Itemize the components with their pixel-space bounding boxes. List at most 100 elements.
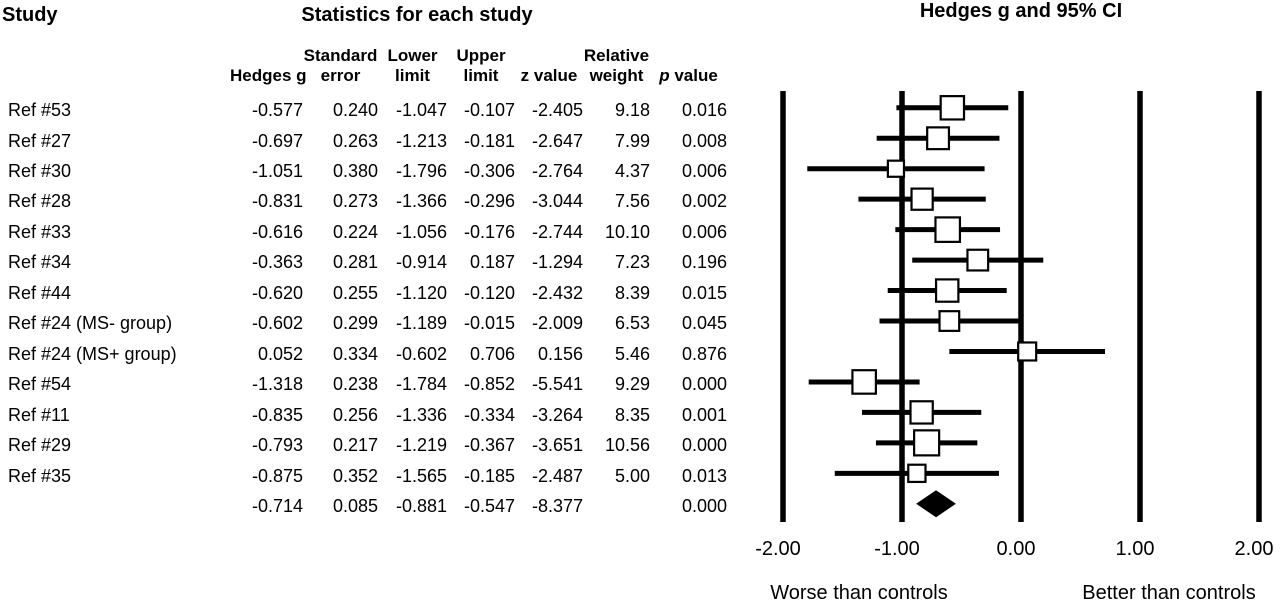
cell-upper-limit: -0.367 <box>463 435 515 456</box>
table-row: Ref #24 (MS+ group) 0.052 0.334 -0.602 0.706… <box>0 339 727 369</box>
cell-study-label: Ref #30 <box>8 161 72 182</box>
cell-lower-limit: -1.120 <box>395 282 447 303</box>
cell-hedges-g: -0.363 <box>251 252 303 273</box>
cell-p-value: 0.015 <box>681 282 727 303</box>
table-row: -0.714 0.085 -0.881 -0.547 -8.377 0.000 <box>0 491 727 521</box>
cell-study-label: Ref #24 (MS- group) <box>8 313 173 334</box>
cell-upper-limit: -0.107 <box>463 100 515 121</box>
cell-z-value: 0.156 <box>537 343 583 364</box>
column-header-p_value: p value <box>659 66 718 85</box>
column-header-relative_weight: weight <box>589 66 644 85</box>
cell-relative-weight: 8.35 <box>614 404 650 425</box>
cell-p-value: 0.013 <box>681 465 727 486</box>
table-row: Ref #27 -0.697 0.263 -1.213 -0.181 -2.647 7.99… <box>0 126 727 156</box>
effect-square <box>886 159 906 178</box>
cell-p-value: 0.045 <box>681 313 727 334</box>
study-column-title: Study <box>2 4 58 26</box>
table-row: Ref #44 -0.620 0.255 -1.120 -0.120 -2.432 8.39… <box>0 278 727 308</box>
cell-lower-limit: -1.565 <box>395 465 447 486</box>
table-row: Ref #53 -0.577 0.240 -1.047 -0.107 -2.405 9.18… <box>0 95 727 125</box>
effect-square <box>938 310 961 332</box>
cell-study-label: Ref #33 <box>8 221 72 242</box>
cell-standard-error: 0.334 <box>332 343 378 364</box>
cell-standard-error: 0.256 <box>332 404 378 425</box>
column-header-lower_limit: Lower <box>387 46 438 65</box>
cell-relative-weight: 10.56 <box>604 435 650 456</box>
table-row: Ref #28 -0.831 0.273 -1.366 -0.296 -3.044 7.56… <box>0 187 727 217</box>
cell-z-value: -2.487 <box>531 465 583 486</box>
table-row: Ref #35 -0.875 0.352 -1.565 -0.185 -2.487 5.00… <box>0 461 727 491</box>
cell-z-value: -2.432 <box>531 282 583 303</box>
effect-square <box>926 126 951 151</box>
cell-p-value: 0.000 <box>681 496 727 516</box>
cell-study-label: Ref #53 <box>8 100 72 121</box>
effect-square <box>910 187 934 211</box>
cell-p-value: 0.008 <box>681 130 727 151</box>
cell-upper-limit: -0.306 <box>463 161 515 182</box>
column-header-z_value: z value <box>520 66 578 85</box>
header-row: Standard Lower Upper Relative <box>0 46 727 66</box>
cell-standard-error: 0.299 <box>332 313 378 334</box>
column-header-upper_limit: limit <box>463 66 499 85</box>
cell-lower-limit: -1.056 <box>395 221 447 242</box>
x-tick-label: -1.00 <box>874 538 920 560</box>
cell-study-label: Ref #35 <box>8 465 72 486</box>
cell-upper-limit: -0.176 <box>463 221 515 242</box>
cell-study-label: Ref #27 <box>8 130 72 151</box>
cell-hedges-g: -1.051 <box>251 161 303 182</box>
cell-standard-error: 0.263 <box>332 130 378 151</box>
cell-standard-error: 0.240 <box>332 100 378 121</box>
cell-relative-weight: 5.00 <box>614 465 650 486</box>
table-row: Ref #34 -0.363 0.281 -0.914 0.187 -1.294 7.23 0… <box>0 248 727 278</box>
cell-upper-limit: -0.185 <box>463 465 515 486</box>
x-tick-label: 0.00 <box>997 538 1036 560</box>
cell-p-value: 0.000 <box>681 374 727 395</box>
cell-lower-limit: -1.796 <box>395 161 447 182</box>
cell-lower-limit: -0.602 <box>395 343 447 364</box>
cell-relative-weight: 8.39 <box>614 282 650 303</box>
x-tick-label: 1.00 <box>1116 538 1155 560</box>
cell-hedges-g: -0.835 <box>251 404 303 425</box>
column-header-standard_error: error <box>320 66 361 85</box>
cell-standard-error: 0.238 <box>332 374 378 395</box>
effect-square <box>934 278 960 303</box>
cell-hedges-g: -0.616 <box>251 221 303 242</box>
cell-upper-limit: -0.181 <box>463 130 515 151</box>
summary-diamond <box>916 490 956 518</box>
cell-relative-weight: 4.37 <box>614 161 650 182</box>
cell-z-value: -3.044 <box>531 191 583 212</box>
cell-study-label: Ref #29 <box>8 435 72 456</box>
cell-upper-limit: -0.296 <box>463 191 515 212</box>
cell-p-value: 0.001 <box>681 404 727 425</box>
cell-z-value: -2.744 <box>531 221 583 242</box>
cell-relative-weight: 10.10 <box>604 221 650 242</box>
cell-relative-weight: 7.23 <box>614 252 650 273</box>
table-row: Ref #24 (MS- group) -0.602 0.299 -1.189 -0.0… <box>0 309 727 339</box>
header-row: Hedges g error limit limit z value weight p va… <box>0 66 727 86</box>
cell-study-label: Ref #44 <box>8 282 72 303</box>
effect-square <box>939 95 966 121</box>
cell-relative-weight: 9.29 <box>614 374 650 395</box>
cell-hedges-g: -0.620 <box>251 282 303 303</box>
cell-lower-limit: -1.219 <box>395 435 447 456</box>
effect-square <box>913 429 941 457</box>
cell-p-value: 0.006 <box>681 161 727 182</box>
cell-p-value: 0.876 <box>681 343 727 364</box>
cell-relative-weight: 5.46 <box>614 343 650 364</box>
cell-study-label: Ref #54 <box>8 374 72 395</box>
cell-hedges-g: -0.875 <box>251 465 303 486</box>
x-tick-label: 2.00 <box>1235 538 1274 560</box>
cell-z-value: -8.377 <box>531 496 583 516</box>
stats-table: Ref #53 -0.577 0.240 -1.047 -0.107 -2.405 9.18… <box>0 95 727 521</box>
cell-upper-limit: -0.852 <box>463 374 515 395</box>
cell-lower-limit: -1.047 <box>395 100 447 121</box>
cell-p-value: 0.196 <box>681 252 727 273</box>
effect-square <box>907 463 927 484</box>
cell-lower-limit: -0.914 <box>395 252 447 273</box>
cell-relative-weight: 6.53 <box>614 313 650 334</box>
cell-study-label: Ref #24 (MS+ group) <box>8 343 177 364</box>
column-header-lower_limit: limit <box>395 66 430 85</box>
cell-upper-limit: -0.547 <box>463 496 515 516</box>
cell-lower-limit: -1.189 <box>395 313 447 334</box>
